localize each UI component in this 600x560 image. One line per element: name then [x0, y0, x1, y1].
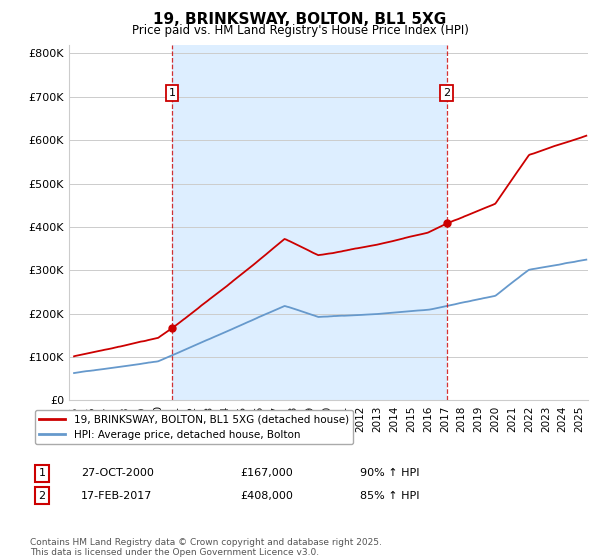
Legend: 19, BRINKSWAY, BOLTON, BL1 5XG (detached house), HPI: Average price, detached ho: 19, BRINKSWAY, BOLTON, BL1 5XG (detached… [35, 410, 353, 444]
Text: Contains HM Land Registry data © Crown copyright and database right 2025.
This d: Contains HM Land Registry data © Crown c… [30, 538, 382, 557]
Text: £167,000: £167,000 [240, 468, 293, 478]
Bar [172, 45, 447, 400]
Text: 1: 1 [169, 88, 176, 98]
Text: 19, BRINKSWAY, BOLTON, BL1 5XG: 19, BRINKSWAY, BOLTON, BL1 5XG [154, 12, 446, 27]
Text: £408,000: £408,000 [240, 491, 293, 501]
Text: 85% ↑ HPI: 85% ↑ HPI [360, 491, 419, 501]
Text: 2: 2 [443, 88, 451, 98]
Text: 17-FEB-2017: 17-FEB-2017 [81, 491, 152, 501]
Text: 2: 2 [38, 491, 46, 501]
Text: 1: 1 [38, 468, 46, 478]
Text: 90% ↑ HPI: 90% ↑ HPI [360, 468, 419, 478]
Text: Price paid vs. HM Land Registry's House Price Index (HPI): Price paid vs. HM Land Registry's House … [131, 24, 469, 36]
Text: 27-OCT-2000: 27-OCT-2000 [81, 468, 154, 478]
